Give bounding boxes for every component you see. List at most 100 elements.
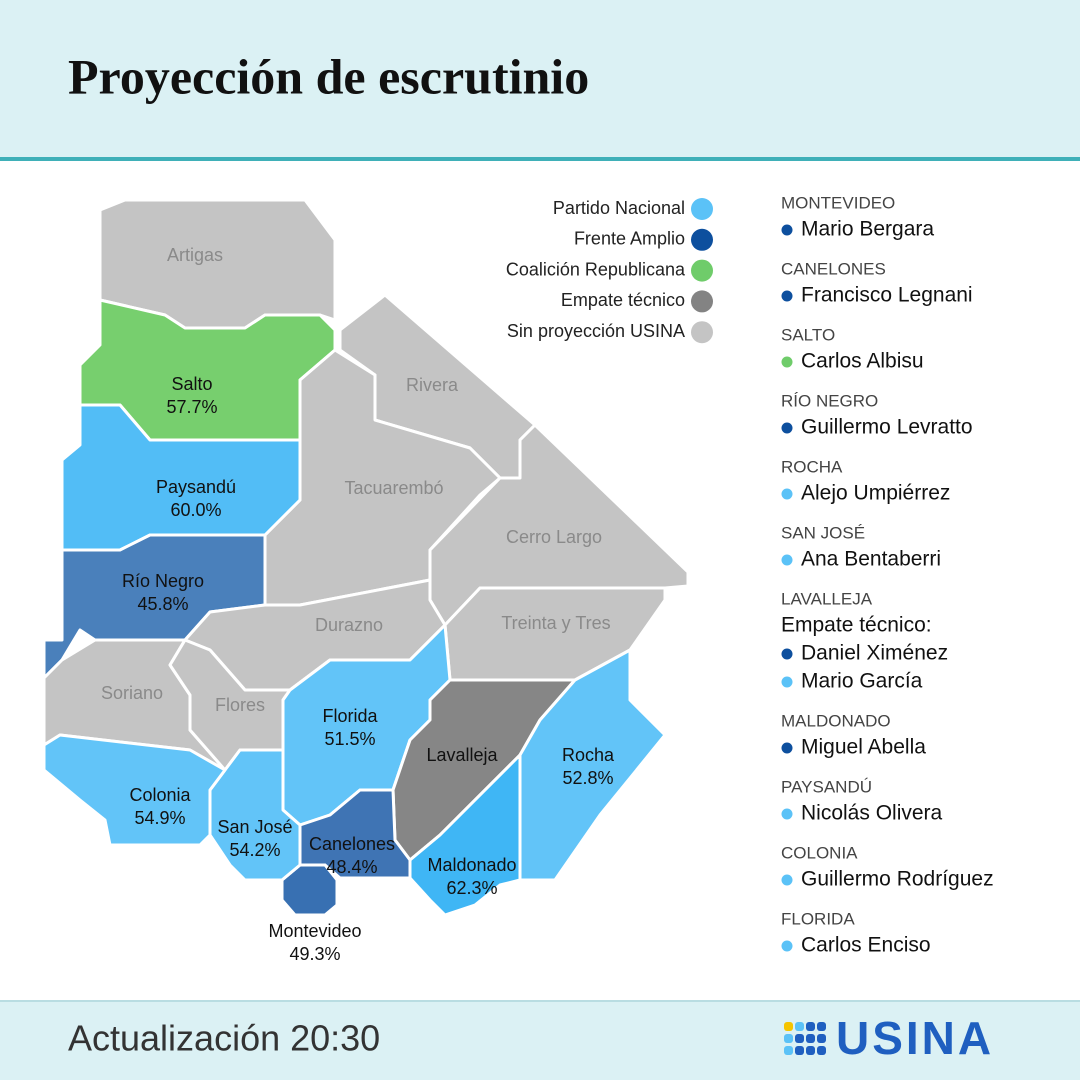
sidebar-department: SAN JOSÉ (781, 523, 865, 542)
legend-label: Empate técnico (561, 290, 685, 310)
department-value: 49.3% (289, 944, 340, 964)
candidate-dot (781, 356, 793, 368)
department-name: Colonia (129, 785, 191, 805)
department-name: Salto (171, 374, 212, 394)
department-name: Tacuarembó (344, 478, 443, 498)
department-name: Lavalleja (426, 745, 498, 765)
candidate-name: Guillermo Rodríguez (801, 868, 994, 891)
logo-tile (784, 1046, 793, 1055)
department-name: Rivera (406, 375, 459, 395)
sidebar-department: FLORIDA (781, 909, 855, 928)
department-value: 45.8% (137, 594, 188, 614)
legend-swatch (691, 321, 713, 344)
legend-label: Partido Nacional (553, 198, 685, 218)
department-name: Artigas (167, 245, 223, 265)
candidate-name: Carlos Albisu (801, 350, 924, 373)
logo-tile (784, 1022, 793, 1031)
header-bg (0, 0, 1080, 158)
candidate-dot (781, 648, 793, 660)
candidate-name: Miguel Abella (801, 736, 926, 759)
department-name: Flores (215, 695, 265, 715)
logo-tile (795, 1046, 804, 1055)
candidate-dot (781, 940, 793, 952)
sidebar-department: MALDONADO (781, 711, 891, 730)
sidebar-note: Empate técnico: (781, 614, 932, 637)
sidebar-department: ROCHA (781, 457, 843, 476)
department (42, 733, 227, 847)
sidebar-department: MONTEVIDEO (781, 193, 895, 212)
candidate-name: Francisco Legnani (801, 284, 973, 307)
department-name: Durazno (315, 615, 383, 635)
logo-tile (806, 1022, 815, 1031)
legend-label: Frente Amplio (574, 229, 685, 249)
department (280, 863, 339, 917)
candidate-name: Guillermo Levratto (801, 416, 973, 439)
legend-label: Sin proyección USINA (507, 321, 685, 341)
department-value: 60.0% (170, 500, 221, 520)
candidate-dot (781, 488, 793, 500)
department-value: 54.2% (229, 840, 280, 860)
logo-tile (806, 1034, 815, 1043)
department-name: Montevideo (268, 921, 361, 941)
map (42, 198, 690, 917)
candidate-name: Ana Bentaberri (801, 548, 941, 571)
candidate-name: Nicolás Olivera (801, 802, 943, 825)
department-name: Cerro Largo (506, 527, 602, 547)
sidebar-department: CANELONES (781, 259, 886, 278)
department-value: 52.8% (562, 768, 613, 788)
legend-label: Coalición Republicana (506, 259, 686, 279)
logo-tile (817, 1022, 826, 1031)
candidate-dot (781, 422, 793, 434)
candidate-name: Mario Bergara (801, 218, 934, 241)
department-value: 48.4% (326, 857, 377, 877)
map-labels: Artigas Salto 57.7% Rivera Tacuarembó Paysand… (101, 245, 615, 964)
candidate-dot (781, 874, 793, 886)
candidate-dot (781, 742, 793, 754)
logo-tile (817, 1034, 826, 1043)
department (408, 753, 522, 917)
candidate-dot (781, 554, 793, 566)
legend-swatch (691, 290, 713, 313)
footer-rule (0, 1000, 1080, 1002)
candidate-name: Mario García (801, 670, 923, 693)
footer-bg (0, 1000, 1080, 1080)
department-name: Treinta y Tres (501, 613, 610, 633)
department-name: Florida (322, 706, 378, 726)
department-name: San José (217, 817, 292, 837)
candidate-dot (781, 676, 793, 688)
department-value: 51.5% (324, 729, 375, 749)
department-value: 54.9% (134, 808, 185, 828)
department-name: Rocha (562, 745, 615, 765)
department-name: Río Negro (122, 571, 204, 591)
legend-swatch (691, 259, 713, 282)
header-rule (0, 157, 1080, 161)
logo-tile (806, 1046, 815, 1055)
sidebar-department: LAVALLEJA (781, 589, 873, 608)
department-name: Paysandú (156, 477, 236, 497)
candidate-name: Daniel Ximénez (801, 642, 948, 665)
department-value: 57.7% (166, 397, 217, 417)
sidebar-department: SALTO (781, 325, 835, 344)
logo (784, 1022, 826, 1055)
logo-tile (795, 1022, 804, 1031)
update-time: Actualización 20:30 (68, 1018, 380, 1059)
candidate-name: Carlos Enciso (801, 934, 931, 957)
sidebar: MONTEVIDEO Mario Bergara CANELONES Francisc… (781, 193, 994, 956)
logo-tile (784, 1034, 793, 1043)
department-name: Maldonado (427, 855, 516, 875)
brand: USINA (836, 1012, 994, 1064)
sidebar-department: COLONIA (781, 843, 858, 862)
department-name: Canelones (309, 834, 395, 854)
legend: Partido Nacional Frente Amplio Coalición R… (506, 198, 713, 344)
logo-tile (795, 1034, 804, 1043)
department (443, 586, 667, 682)
logo-tile (817, 1046, 826, 1055)
candidate-name: Alejo Umpiérrez (801, 482, 950, 505)
candidate-dot (781, 290, 793, 302)
sidebar-department: PAYSANDÚ (781, 777, 872, 796)
legend-swatch (691, 198, 713, 220)
sidebar-department: RÍO NEGRO (781, 391, 878, 410)
department (518, 648, 667, 882)
department-value: 62.3% (446, 878, 497, 898)
candidate-dot (781, 808, 793, 820)
